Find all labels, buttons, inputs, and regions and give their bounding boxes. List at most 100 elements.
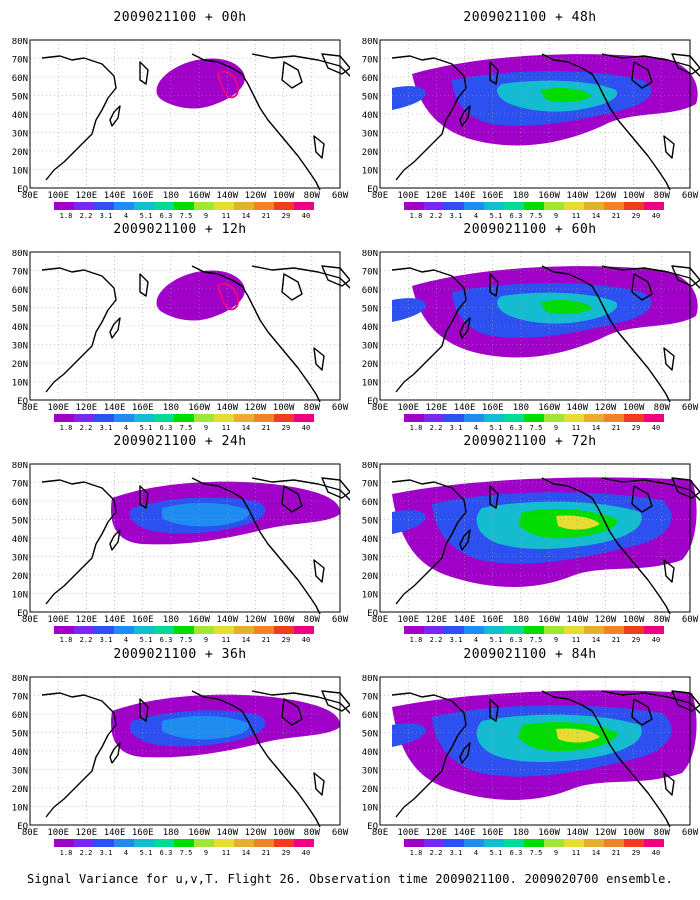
coastline <box>671 53 700 75</box>
colorbar-swatch <box>294 839 314 847</box>
lon-tick-label: 80W <box>654 828 671 838</box>
colorbar-swatch <box>54 839 74 847</box>
coastline <box>541 690 671 828</box>
coastline <box>191 477 321 615</box>
colorbar-label: 5.1 <box>140 849 153 855</box>
lon-tick-label: 60W <box>682 828 699 838</box>
lat-tick-label: EQ <box>17 397 28 407</box>
lat-tick-label: 80N <box>362 38 378 47</box>
lat-tick-label: 40N <box>362 111 378 121</box>
coastline <box>459 529 471 551</box>
lon-tick-label: 160E <box>132 191 154 201</box>
colorbar-swatch <box>114 202 134 210</box>
lon-tick-label: 100E <box>397 403 419 413</box>
colorbar-label: 29 <box>282 424 290 430</box>
colorbar-label: 21 <box>262 636 270 642</box>
colorbar-swatch <box>154 414 174 422</box>
lon-tick-label: 100E <box>397 191 419 201</box>
lon-tick-label: 140E <box>454 828 476 838</box>
lat-tick-label: 80N <box>12 38 28 47</box>
colorbar-label: 29 <box>632 212 640 218</box>
lon-tick-label: 160W <box>188 828 210 838</box>
colorbar-swatch <box>294 626 314 634</box>
lat-tick-label: 80N <box>362 250 378 259</box>
panel-title: 2009021100 + 48h <box>463 10 597 25</box>
lat-tick-label: 60N <box>362 74 378 84</box>
coastline <box>489 485 499 509</box>
lon-tick-label: 160W <box>188 403 210 413</box>
colorbar-swatch <box>424 839 444 847</box>
colorbar-swatch <box>254 202 274 210</box>
lat-tick-label: 50N <box>362 93 378 103</box>
lon-tick-label: 80W <box>304 828 321 838</box>
lon-tick-label: 160E <box>482 403 504 413</box>
colorbar-swatch <box>424 626 444 634</box>
lon-tick-label: 140W <box>216 615 238 625</box>
coastline <box>631 61 653 89</box>
colorbar-label: 14 <box>242 636 250 642</box>
lat-tick-label: 60N <box>362 711 378 721</box>
coastline <box>313 135 325 159</box>
colorbar-swatch <box>154 626 174 634</box>
colorbar-label: 21 <box>262 212 270 218</box>
lon-tick-label: 160E <box>132 828 154 838</box>
lon-tick-label: 180 <box>513 828 529 838</box>
colorbar-swatch <box>274 839 294 847</box>
colorbar-label: 1.8 <box>410 636 423 642</box>
colorbar-swatch <box>194 839 214 847</box>
colorbar-swatch <box>254 839 274 847</box>
lat-tick-label: 20N <box>362 360 378 370</box>
variance-contour <box>540 88 592 103</box>
colorbar-swatch <box>254 414 274 422</box>
colorbar-label: 29 <box>632 849 640 855</box>
colorbar-swatch <box>544 626 564 634</box>
variance-contour <box>216 282 240 311</box>
coastline <box>109 529 121 551</box>
lon-tick-label: 140E <box>104 615 126 625</box>
coastline <box>41 55 117 181</box>
colorbar-label: 5.1 <box>140 424 153 430</box>
colorbar-label: 11 <box>572 849 580 855</box>
colorbar-swatch <box>604 414 624 422</box>
colorbar-swatch <box>94 839 114 847</box>
coastline <box>41 692 117 818</box>
coastline <box>459 742 471 764</box>
colorbar-swatch <box>424 414 444 422</box>
lat-tick-label: 20N <box>12 148 28 158</box>
coastline <box>663 559 675 583</box>
colorbar-swatch <box>134 202 154 210</box>
lat-tick-label: 20N <box>362 148 378 158</box>
colorbar-label: 4 <box>474 424 478 430</box>
colorbar-label: 7.5 <box>180 849 193 855</box>
colorbar-label: 21 <box>612 849 620 855</box>
lat-tick-label: EQ <box>367 609 378 619</box>
colorbar-swatch <box>484 626 504 634</box>
coastline <box>321 265 350 287</box>
lat-tick-label: 70N <box>362 56 378 66</box>
colorbar-swatch <box>584 626 604 634</box>
colorbar-swatch <box>524 202 544 210</box>
lon-tick-label: 120E <box>76 828 98 838</box>
colorbar-label: 40 <box>302 636 310 642</box>
colorbar-swatch <box>234 839 254 847</box>
colorbar-swatch <box>484 202 504 210</box>
lon-tick-label: 60W <box>682 403 699 413</box>
lon-tick-label: 180 <box>163 828 179 838</box>
colorbar-label: 40 <box>652 424 660 430</box>
lat-tick-label: 80N <box>362 675 378 684</box>
colorbar-swatch <box>154 839 174 847</box>
colorbar-label: 9 <box>204 636 208 642</box>
lon-tick-label: 120E <box>426 403 448 413</box>
colorbar-swatch <box>274 202 294 210</box>
colorbar-label: 2.2 <box>80 636 93 642</box>
lon-tick-label: 60W <box>332 403 349 413</box>
colorbar-swatch <box>174 839 194 847</box>
lon-tick-label: 160W <box>188 191 210 201</box>
colorbar-swatch <box>404 839 424 847</box>
lon-tick-label: 140W <box>566 191 588 201</box>
colorbar-label: 1.8 <box>60 424 73 430</box>
variance-contour <box>556 728 600 743</box>
lat-tick-label: EQ <box>367 397 378 407</box>
colorbar-label: 7.5 <box>530 212 543 218</box>
